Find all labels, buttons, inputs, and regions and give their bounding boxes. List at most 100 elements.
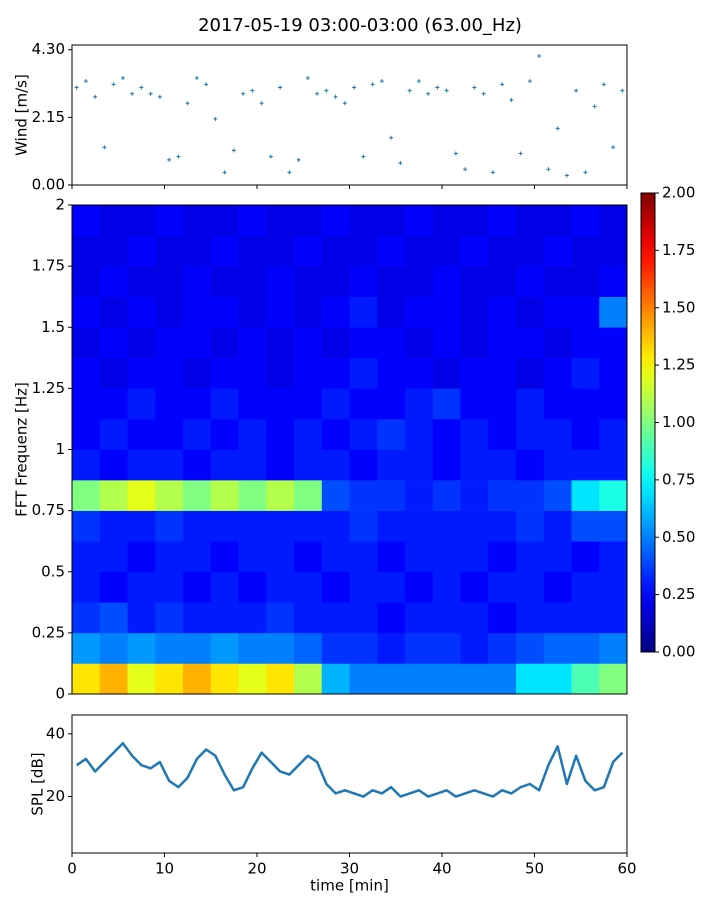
heat-cell [432,266,461,297]
heat-cell [349,327,378,359]
colorbar-tick-label: 2.00 [662,184,695,202]
heat-cell [238,205,267,236]
heat-cell [405,266,434,297]
wind-point [213,116,218,121]
heat-cell [543,571,572,603]
heat-cell [99,541,128,573]
heat-cell [432,296,461,328]
heat-cell [72,632,101,664]
heat-cell [599,388,628,420]
heat-cell [321,571,350,603]
heat-cell [405,602,434,634]
heat-cell [571,235,600,267]
heat-cell [349,571,378,603]
heat-cell [516,418,545,450]
heat-cell [72,327,101,359]
heat-cell [349,235,378,267]
x-axis-label: time [min] [310,877,389,895]
wind-point [194,76,199,81]
wind-point [592,104,597,109]
heat-cell [210,205,239,236]
heat-cell [127,571,156,603]
heat-cell [321,480,350,511]
heat-cell [516,327,545,359]
heat-cell [571,663,600,695]
heat-cell [460,205,489,236]
heat-cell [488,541,517,573]
heat-cell [349,205,378,236]
heat-cell [266,205,295,236]
heat-cell [377,571,406,603]
wind-point [583,170,588,175]
colorbar-tick-label: 1.75 [662,241,695,259]
heat-cell [460,602,489,634]
heat-cell [405,632,434,664]
heat-cell [183,571,212,603]
heat-cell [266,266,295,297]
heat-cell [155,357,184,389]
wind-point [185,101,190,106]
heat-cell [571,480,600,511]
y-axis-label: SPL [dB] [29,752,47,815]
heat-cell [349,296,378,328]
heat-cell [183,357,212,389]
wind-point [379,79,384,84]
heat-cell [488,418,517,450]
heat-cell [488,449,517,481]
heat-cell [432,388,461,420]
wind-point [444,88,449,93]
heat-cell [155,205,184,236]
heat-cell [516,388,545,420]
heat-cell [543,510,572,542]
plot-frame [71,714,628,854]
heat-cell [599,235,628,267]
heat-cell [321,357,350,389]
y-axis-label: FFT Frequenz [Hz] [13,382,31,517]
heat-cell [238,266,267,297]
x-tick-label: 10 [155,860,174,878]
heat-cell [210,449,239,481]
plot-frame [71,44,628,186]
heat-cell [543,449,572,481]
wind-point [296,157,301,162]
heat-cell [460,235,489,267]
heat-cell [72,602,101,634]
heat-cell [321,449,350,481]
heat-cell [599,327,628,359]
heat-cell [432,510,461,542]
heat-cell [377,266,406,297]
heat-cell [238,327,267,359]
heat-cell [210,388,239,420]
heat-cell [99,418,128,450]
wind-point [518,151,523,156]
heat-cell [127,357,156,389]
heat-cell [460,327,489,359]
heat-cell [321,235,350,267]
heat-cell [488,235,517,267]
heat-cell [155,266,184,297]
heat-cell [543,357,572,389]
heat-cell [266,541,295,573]
heat-cell [127,480,156,511]
wind-point [407,88,412,93]
heat-cell [543,632,572,664]
y-tick-label: 1.5 [41,318,65,336]
heat-cell [599,602,628,634]
heat-cell [294,418,323,450]
heat-cell [294,480,323,511]
heat-cell [99,357,128,389]
heat-cell [599,480,628,511]
heat-cell [405,571,434,603]
heat-cell [543,480,572,511]
heat-cell [183,632,212,664]
heat-cell [432,632,461,664]
heat-cell [294,235,323,267]
heat-cell [321,296,350,328]
wind-point [305,76,310,81]
wind-point [176,154,181,159]
heat-cell [294,449,323,481]
heat-cell [183,510,212,542]
heat-cell [127,663,156,695]
heat-cell [432,449,461,481]
heat-cell [516,205,545,236]
